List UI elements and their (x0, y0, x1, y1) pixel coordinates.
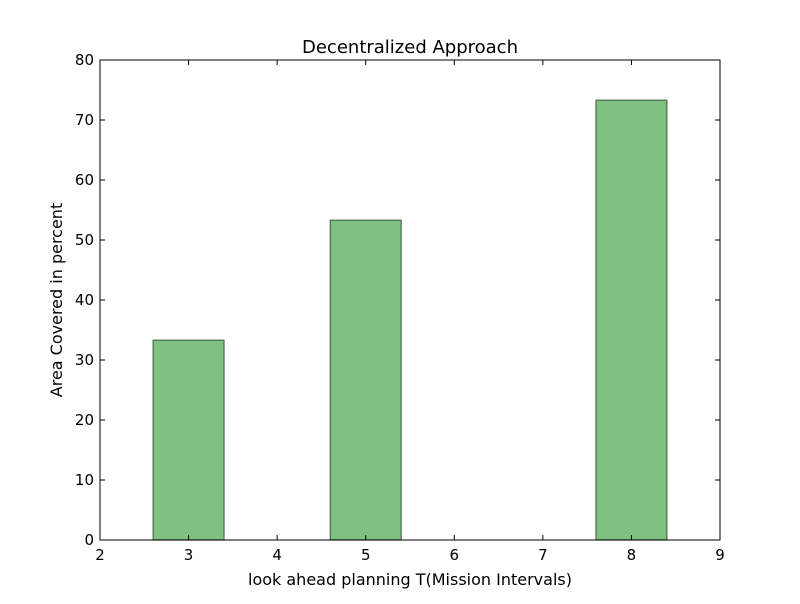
y-tick-label-60: 60 (75, 171, 94, 189)
bars-group (152, 99, 668, 541)
x-axis-label: look ahead planning T(Mission Intervals) (248, 570, 572, 589)
x-axis-ticks: 2 3 4 5 6 7 8 9 (95, 60, 725, 564)
x-tick-label-4: 4 (272, 546, 282, 564)
x-tick-label-7: 7 (538, 546, 548, 564)
x-tick-label-8: 8 (627, 546, 637, 564)
y-tick-label-0: 0 (84, 531, 94, 549)
y-tick-label-30: 30 (75, 351, 94, 369)
y-tick-label-70: 70 (75, 111, 94, 129)
y-tick-label-10: 10 (75, 471, 94, 489)
bar-5 (329, 219, 402, 541)
x-tick-label-3: 3 (184, 546, 194, 564)
x-tick-label-6: 6 (450, 546, 460, 564)
bar-3 (152, 339, 225, 541)
x-tick-label-9: 9 (715, 546, 725, 564)
x-tick-label-2: 2 (95, 546, 105, 564)
y-tick-label-40: 40 (75, 291, 94, 309)
x-tick-label-5: 5 (361, 546, 371, 564)
y-tick-label-20: 20 (75, 411, 94, 429)
chart-title: Decentralized Approach (302, 37, 518, 58)
y-tick-label-50: 50 (75, 231, 94, 249)
y-axis-ticks: 0 10 20 30 40 50 60 70 80 (75, 51, 720, 549)
y-tick-label-80: 80 (75, 51, 94, 69)
y-axis-label: Area Covered in percent (47, 203, 66, 397)
bar-8 (595, 99, 668, 541)
